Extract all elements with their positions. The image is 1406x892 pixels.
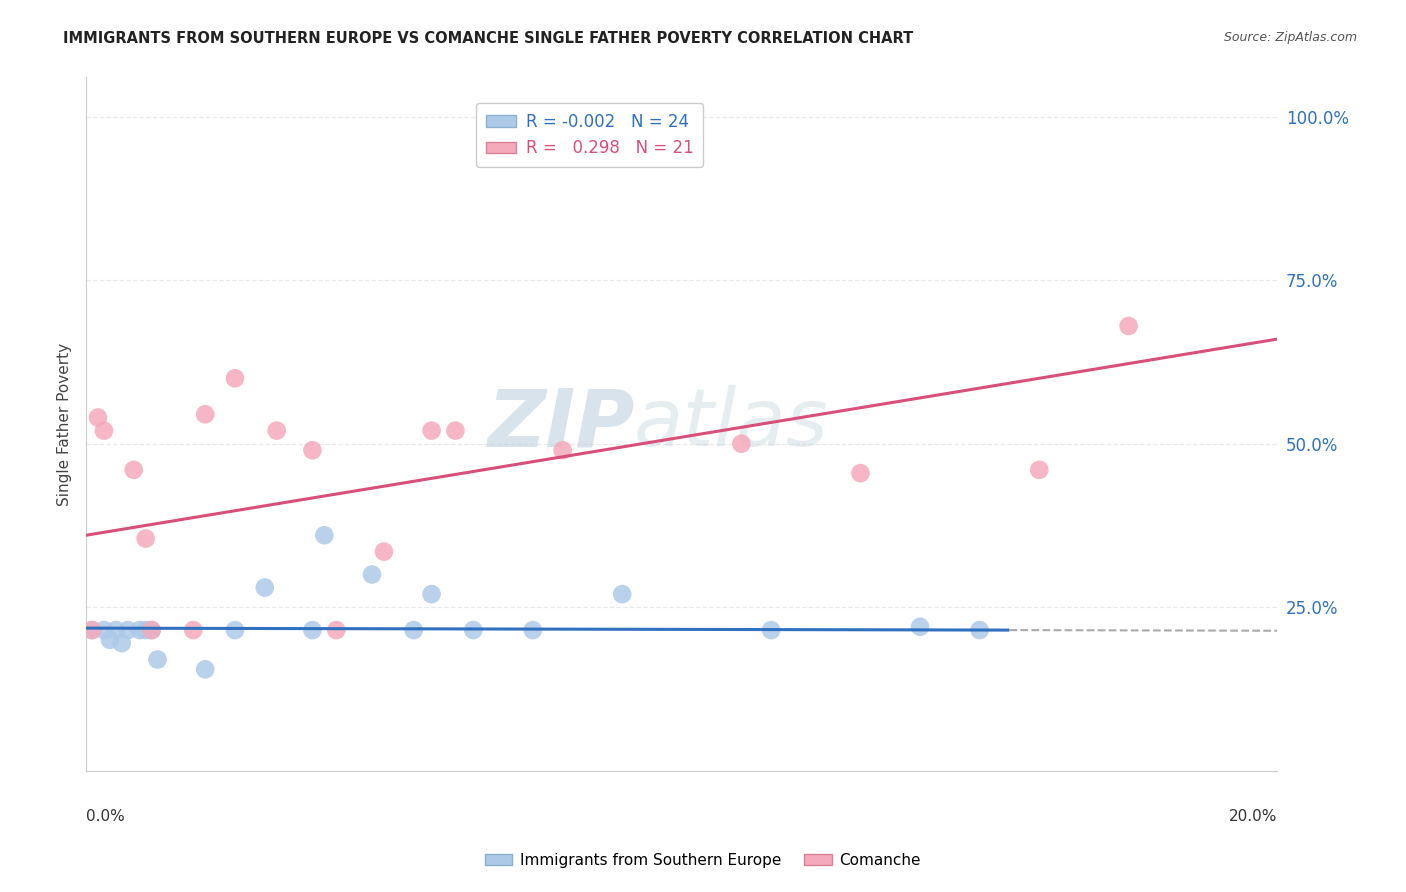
Point — [522, 623, 544, 637]
Legend: R = -0.002   N = 24, R =   0.298   N = 21: R = -0.002 N = 24, R = 0.298 N = 21 — [475, 103, 703, 168]
Point — [1118, 318, 1140, 333]
Point — [325, 623, 347, 637]
Point — [849, 466, 872, 480]
Point — [612, 142, 634, 156]
Point — [128, 623, 150, 637]
Point — [141, 623, 163, 637]
Point — [80, 623, 103, 637]
Point — [361, 567, 384, 582]
Point — [93, 623, 115, 637]
Point — [224, 623, 246, 637]
Point — [194, 407, 217, 421]
Point — [135, 623, 157, 637]
Point — [181, 623, 204, 637]
Point — [420, 587, 443, 601]
Point — [80, 623, 103, 637]
Point — [194, 662, 217, 676]
Point — [93, 424, 115, 438]
Point — [444, 424, 467, 438]
Y-axis label: Single Father Poverty: Single Father Poverty — [58, 343, 72, 506]
Point — [373, 544, 395, 558]
Point — [266, 424, 288, 438]
Point — [463, 623, 485, 637]
Point — [908, 620, 931, 634]
Point — [301, 443, 323, 458]
Point — [117, 623, 139, 637]
Point — [104, 623, 127, 637]
Point — [612, 587, 634, 601]
Point — [402, 623, 425, 637]
Text: 20.0%: 20.0% — [1229, 809, 1278, 824]
Text: 0.0%: 0.0% — [86, 809, 125, 824]
Point — [224, 371, 246, 385]
Point — [141, 623, 163, 637]
Point — [314, 528, 336, 542]
Point — [253, 581, 276, 595]
Point — [301, 623, 323, 637]
Point — [111, 636, 134, 650]
Point — [759, 623, 782, 637]
Point — [122, 463, 145, 477]
Point — [969, 623, 991, 637]
Point — [420, 424, 443, 438]
Point — [730, 436, 752, 450]
Legend: Immigrants from Southern Europe, Comanche: Immigrants from Southern Europe, Comanch… — [479, 847, 927, 873]
Text: ZIP: ZIP — [486, 385, 634, 463]
Point — [551, 443, 574, 458]
Point — [135, 532, 157, 546]
Point — [98, 632, 121, 647]
Point — [87, 410, 110, 425]
Text: Source: ZipAtlas.com: Source: ZipAtlas.com — [1223, 31, 1357, 45]
Text: atlas: atlas — [634, 385, 830, 463]
Text: IMMIGRANTS FROM SOUTHERN EUROPE VS COMANCHE SINGLE FATHER POVERTY CORRELATION CH: IMMIGRANTS FROM SOUTHERN EUROPE VS COMAN… — [63, 31, 914, 46]
Point — [1028, 463, 1050, 477]
Point — [146, 652, 169, 666]
